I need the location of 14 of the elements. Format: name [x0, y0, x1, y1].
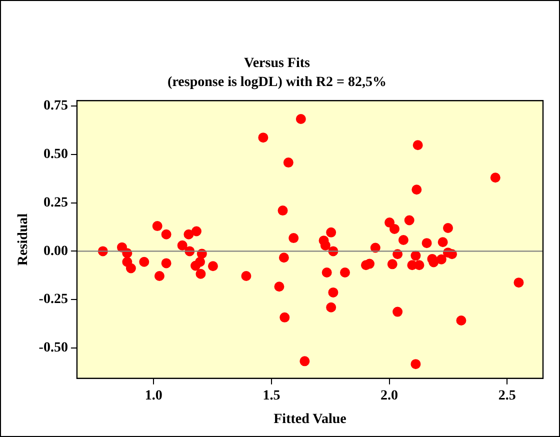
chart-subtitle: (response is logDL) with R2 = 82,5%	[168, 74, 386, 90]
chart-title: Versus Fits	[244, 56, 311, 72]
y-tick-label: 0.50	[43, 147, 68, 162]
x-tick-label: 1.5	[262, 388, 280, 404]
y-tick-label: 0.75	[43, 98, 68, 114]
x-tick-label: 1.0	[144, 388, 162, 404]
y-tick-label: 0.25	[43, 195, 68, 210]
y-tick-label: -0.50	[38, 340, 68, 356]
y-tick-label: 0.00	[43, 244, 68, 259]
x-tick-label: 2.5	[498, 388, 516, 404]
y-axis-title: Residual	[16, 213, 32, 266]
x-tick-label: 2.0	[380, 388, 398, 404]
y-tick-label: -0.25	[38, 292, 68, 308]
x-axis-title: Fitted Value	[274, 412, 346, 428]
